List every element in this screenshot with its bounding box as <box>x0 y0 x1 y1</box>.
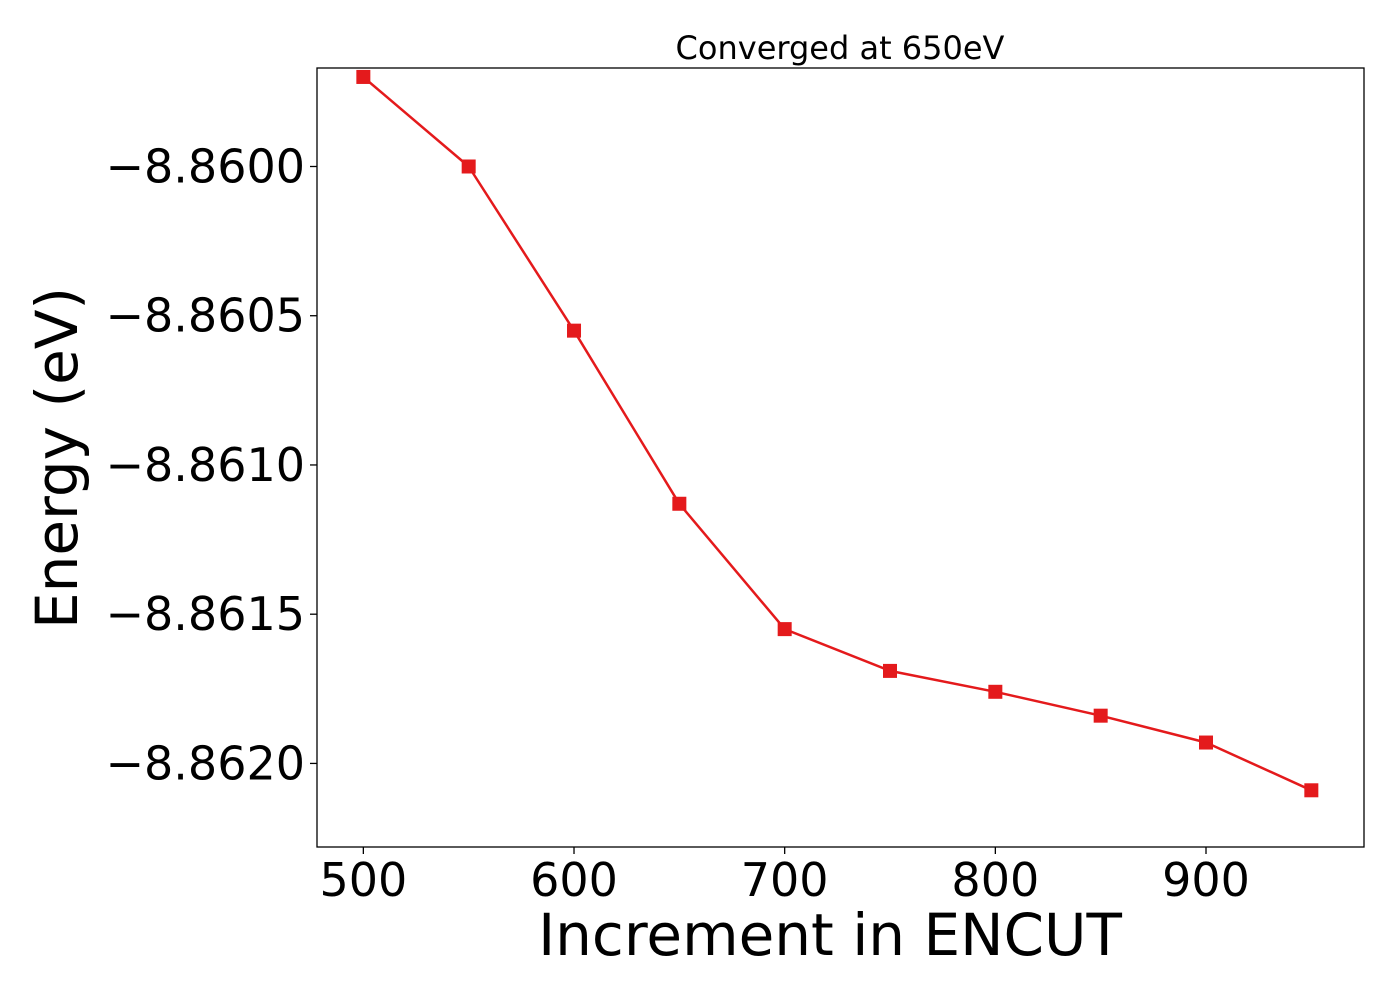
y-axis-ticks: −8.8600 −8.8605 −8.8610 −8.8615 −8.8620 <box>106 139 317 790</box>
data-point-marker <box>461 159 476 174</box>
x-tick-label: 600 <box>530 853 618 907</box>
y-tick-label: −8.8600 <box>106 139 306 193</box>
plot-area <box>316 67 1365 848</box>
data-point-marker <box>672 496 687 511</box>
x-tick-label: 800 <box>951 853 1039 907</box>
y-tick-label: −8.8605 <box>106 289 306 343</box>
y-axis-label: Energy (eV) <box>23 287 91 629</box>
chart-title: Converged at 650eV <box>676 29 1005 67</box>
data-point-marker <box>988 684 1003 699</box>
x-tick-label: 700 <box>741 853 829 907</box>
data-point-marker <box>1199 735 1214 750</box>
data-point-marker <box>1093 708 1108 723</box>
data-point-marker <box>883 663 898 678</box>
data-point-marker <box>1304 783 1319 798</box>
x-tick-label: 500 <box>319 853 407 907</box>
data-point-marker <box>356 69 371 84</box>
y-tick-label: −8.8620 <box>106 736 306 790</box>
data-point-marker <box>777 622 792 637</box>
x-axis-label: Increment in ENCUT <box>538 901 1122 969</box>
series-line <box>362 76 1312 792</box>
y-tick-label: −8.8615 <box>106 587 306 641</box>
x-axis-ticks: 500 600 700 800 900 <box>319 847 1250 907</box>
data-point-marker <box>567 323 582 338</box>
plot-frame <box>316 67 1365 848</box>
x-tick-label: 900 <box>1162 853 1250 907</box>
y-tick-label: −8.8610 <box>106 438 306 492</box>
